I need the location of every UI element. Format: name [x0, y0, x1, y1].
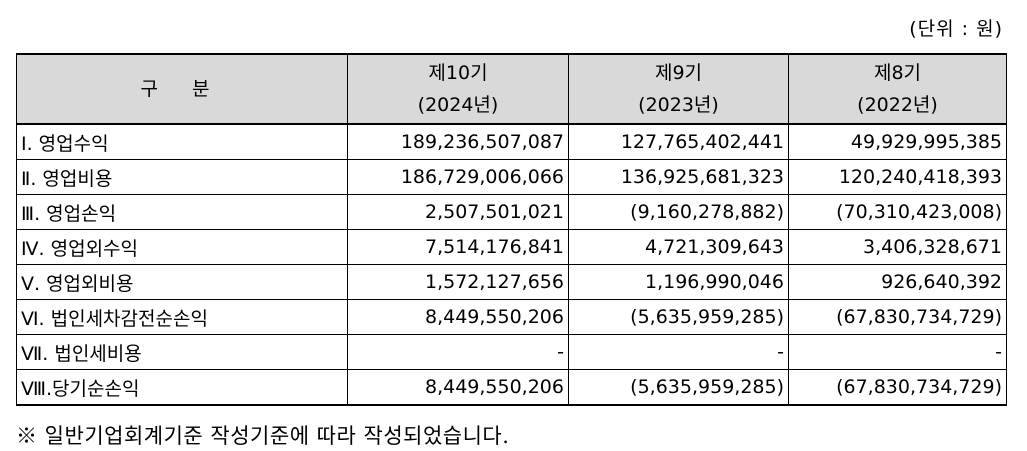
table-row: Ⅳ. 영업외수익 7,514,176,841 4,721,309,643 3,4… [16, 229, 1007, 265]
value-2022: (67,830,734,729) [788, 369, 1007, 406]
value-2023: 127,765,402,441 [568, 123, 789, 160]
row-label: Ⅳ. 영업외수익 [16, 229, 348, 265]
unit-label: (단위 : 원) [909, 18, 1003, 40]
value-2024: - [347, 334, 569, 370]
period-year: (2023년) [638, 94, 719, 116]
value-2024: 186,729,006,066 [347, 159, 569, 195]
row-label: Ⅴ. 영업외비용 [16, 264, 348, 300]
value-2024: 8,449,550,206 [347, 369, 569, 406]
value-2022: (70,310,423,008) [788, 194, 1007, 230]
value-2024: 7,514,176,841 [347, 229, 569, 265]
financial-table: 구 분 제10기 (2024년) 제9기 (2023년) 제8기 (2022년)… [16, 53, 1007, 406]
row-label: Ⅲ. 영업손익 [16, 194, 348, 230]
value-2022: 926,640,392 [788, 264, 1007, 300]
value-2022: 3,406,328,671 [788, 229, 1007, 265]
value-2023: (5,635,959,285) [568, 369, 789, 406]
table-row: Ⅱ. 영업비용 186,729,006,066 136,925,681,323 … [16, 159, 1007, 195]
value-2022: 49,929,995,385 [788, 123, 1007, 160]
period-header-10: 제10기 (2024년) [347, 53, 569, 125]
row-label: Ⅷ.당기순손익 [16, 369, 348, 406]
value-2024: 2,507,501,021 [347, 194, 569, 230]
value-2023: 1,196,990,046 [568, 264, 789, 300]
value-2022: 120,240,418,393 [788, 159, 1007, 195]
header-row: 구 분 제10기 (2024년) 제9기 (2023년) 제8기 (2022년) [16, 53, 1007, 125]
period-term: 제8기 [873, 62, 922, 84]
category-header: 구 분 [16, 53, 348, 125]
row-label: Ⅰ. 영업수익 [16, 123, 348, 160]
period-header-8: 제8기 (2022년) [788, 53, 1007, 125]
table-row: Ⅷ.당기순손익 8,449,550,206 (5,635,959,285) (6… [16, 369, 1007, 406]
value-2022: (67,830,734,729) [788, 299, 1007, 335]
value-2023: 4,721,309,643 [568, 229, 789, 265]
table-body: Ⅰ. 영업수익 189,236,507,087 127,765,402,441 … [16, 123, 1007, 406]
value-2024: 1,572,127,656 [347, 264, 569, 300]
value-2022: - [788, 334, 1007, 370]
row-label: Ⅱ. 영업비용 [16, 159, 348, 195]
period-term: 제9기 [654, 62, 703, 84]
table-row: Ⅲ. 영업손익 2,507,501,021 (9,160,278,882) (7… [16, 194, 1007, 230]
footnote: ※ 일반기업회계기준 작성기준에 따라 작성되었습니다. [16, 424, 510, 448]
table-row: Ⅶ. 법인세비용 - - - [16, 334, 1007, 370]
period-term: 제10기 [428, 62, 488, 84]
table-header: 구 분 제10기 (2024년) 제9기 (2023년) 제8기 (2022년) [16, 53, 1007, 125]
period-year: (2024년) [417, 94, 499, 116]
value-2023: (9,160,278,882) [568, 194, 789, 230]
value-2024: 8,449,550,206 [347, 299, 569, 335]
table-row: Ⅰ. 영업수익 189,236,507,087 127,765,402,441 … [16, 123, 1007, 160]
period-year: (2022년) [857, 94, 938, 116]
table-row: Ⅴ. 영업외비용 1,572,127,656 1,196,990,046 926… [16, 264, 1007, 300]
value-2023: - [568, 334, 789, 370]
value-2023: 136,925,681,323 [568, 159, 789, 195]
table-row: Ⅵ. 법인세차감전순손익 8,449,550,206 (5,635,959,28… [16, 299, 1007, 335]
period-header-9: 제9기 (2023년) [568, 53, 789, 125]
value-2023: (5,635,959,285) [568, 299, 789, 335]
row-label: Ⅵ. 법인세차감전순손익 [16, 299, 348, 335]
value-2024: 189,236,507,087 [347, 123, 569, 160]
row-label: Ⅶ. 법인세비용 [16, 334, 348, 370]
